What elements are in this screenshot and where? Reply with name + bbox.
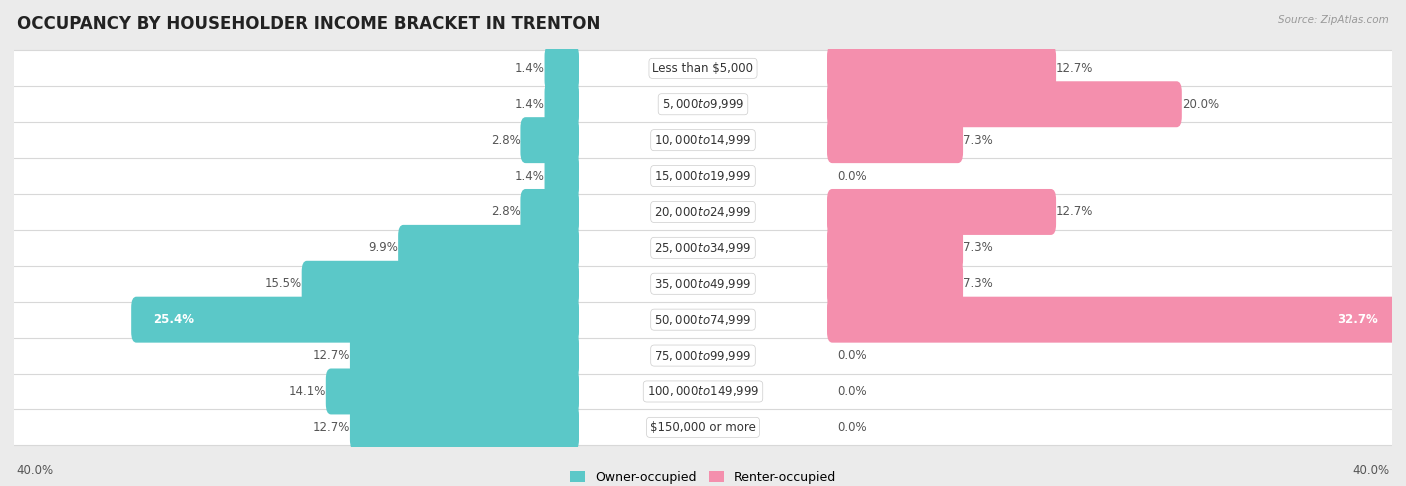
Text: $50,000 to $74,999: $50,000 to $74,999 [654,312,752,327]
Text: $75,000 to $99,999: $75,000 to $99,999 [654,348,752,363]
Text: 40.0%: 40.0% [17,464,53,477]
Bar [14,230,1392,266]
FancyBboxPatch shape [520,117,579,163]
Bar [14,266,1392,302]
Text: Source: ZipAtlas.com: Source: ZipAtlas.com [1278,15,1389,25]
Text: 12.7%: 12.7% [1056,206,1094,219]
Text: 0.0%: 0.0% [838,170,868,183]
Text: 12.7%: 12.7% [1056,62,1094,75]
FancyBboxPatch shape [827,225,963,271]
Text: 7.3%: 7.3% [963,277,993,290]
Text: 25.4%: 25.4% [153,313,194,326]
Text: Less than $5,000: Less than $5,000 [652,62,754,75]
Text: 40.0%: 40.0% [1353,464,1389,477]
FancyBboxPatch shape [350,404,579,451]
Text: $15,000 to $19,999: $15,000 to $19,999 [654,169,752,183]
Bar [14,87,1392,122]
Bar [14,51,1392,87]
Text: $100,000 to $149,999: $100,000 to $149,999 [647,384,759,399]
Text: 1.4%: 1.4% [515,170,544,183]
Text: $25,000 to $34,999: $25,000 to $34,999 [654,241,752,255]
FancyBboxPatch shape [827,296,1400,343]
FancyBboxPatch shape [326,368,579,415]
Text: 1.4%: 1.4% [515,98,544,111]
Bar [14,122,1392,158]
Text: 2.8%: 2.8% [491,134,520,147]
Text: 0.0%: 0.0% [838,421,868,434]
Text: $20,000 to $24,999: $20,000 to $24,999 [654,205,752,219]
Legend: Owner-occupied, Renter-occupied: Owner-occupied, Renter-occupied [565,466,841,486]
FancyBboxPatch shape [827,45,1056,91]
Bar [14,374,1392,409]
FancyBboxPatch shape [520,189,579,235]
Text: 32.7%: 32.7% [1337,313,1378,326]
Text: OCCUPANCY BY HOUSEHOLDER INCOME BRACKET IN TRENTON: OCCUPANCY BY HOUSEHOLDER INCOME BRACKET … [17,15,600,33]
Text: $10,000 to $14,999: $10,000 to $14,999 [654,133,752,147]
FancyBboxPatch shape [544,81,579,127]
Text: 9.9%: 9.9% [368,242,398,254]
FancyBboxPatch shape [827,81,1182,127]
Text: 12.7%: 12.7% [312,349,350,362]
Text: 7.3%: 7.3% [963,134,993,147]
Text: 7.3%: 7.3% [963,242,993,254]
Text: 1.4%: 1.4% [515,62,544,75]
Bar [14,409,1392,445]
Text: 0.0%: 0.0% [838,349,868,362]
Text: 20.0%: 20.0% [1182,98,1219,111]
FancyBboxPatch shape [827,189,1056,235]
Bar [14,338,1392,374]
Text: 15.5%: 15.5% [264,277,302,290]
Text: 12.7%: 12.7% [312,421,350,434]
FancyBboxPatch shape [827,117,963,163]
Text: $5,000 to $9,999: $5,000 to $9,999 [662,97,744,111]
FancyBboxPatch shape [350,332,579,379]
FancyBboxPatch shape [827,261,963,307]
Text: $150,000 or more: $150,000 or more [650,421,756,434]
Text: 2.8%: 2.8% [491,206,520,219]
FancyBboxPatch shape [544,45,579,91]
Text: $35,000 to $49,999: $35,000 to $49,999 [654,277,752,291]
Bar [14,194,1392,230]
Bar [14,302,1392,338]
Text: 14.1%: 14.1% [288,385,326,398]
Bar [14,158,1392,194]
FancyBboxPatch shape [398,225,579,271]
Text: 0.0%: 0.0% [838,385,868,398]
FancyBboxPatch shape [544,153,579,199]
FancyBboxPatch shape [302,261,579,307]
FancyBboxPatch shape [131,296,579,343]
